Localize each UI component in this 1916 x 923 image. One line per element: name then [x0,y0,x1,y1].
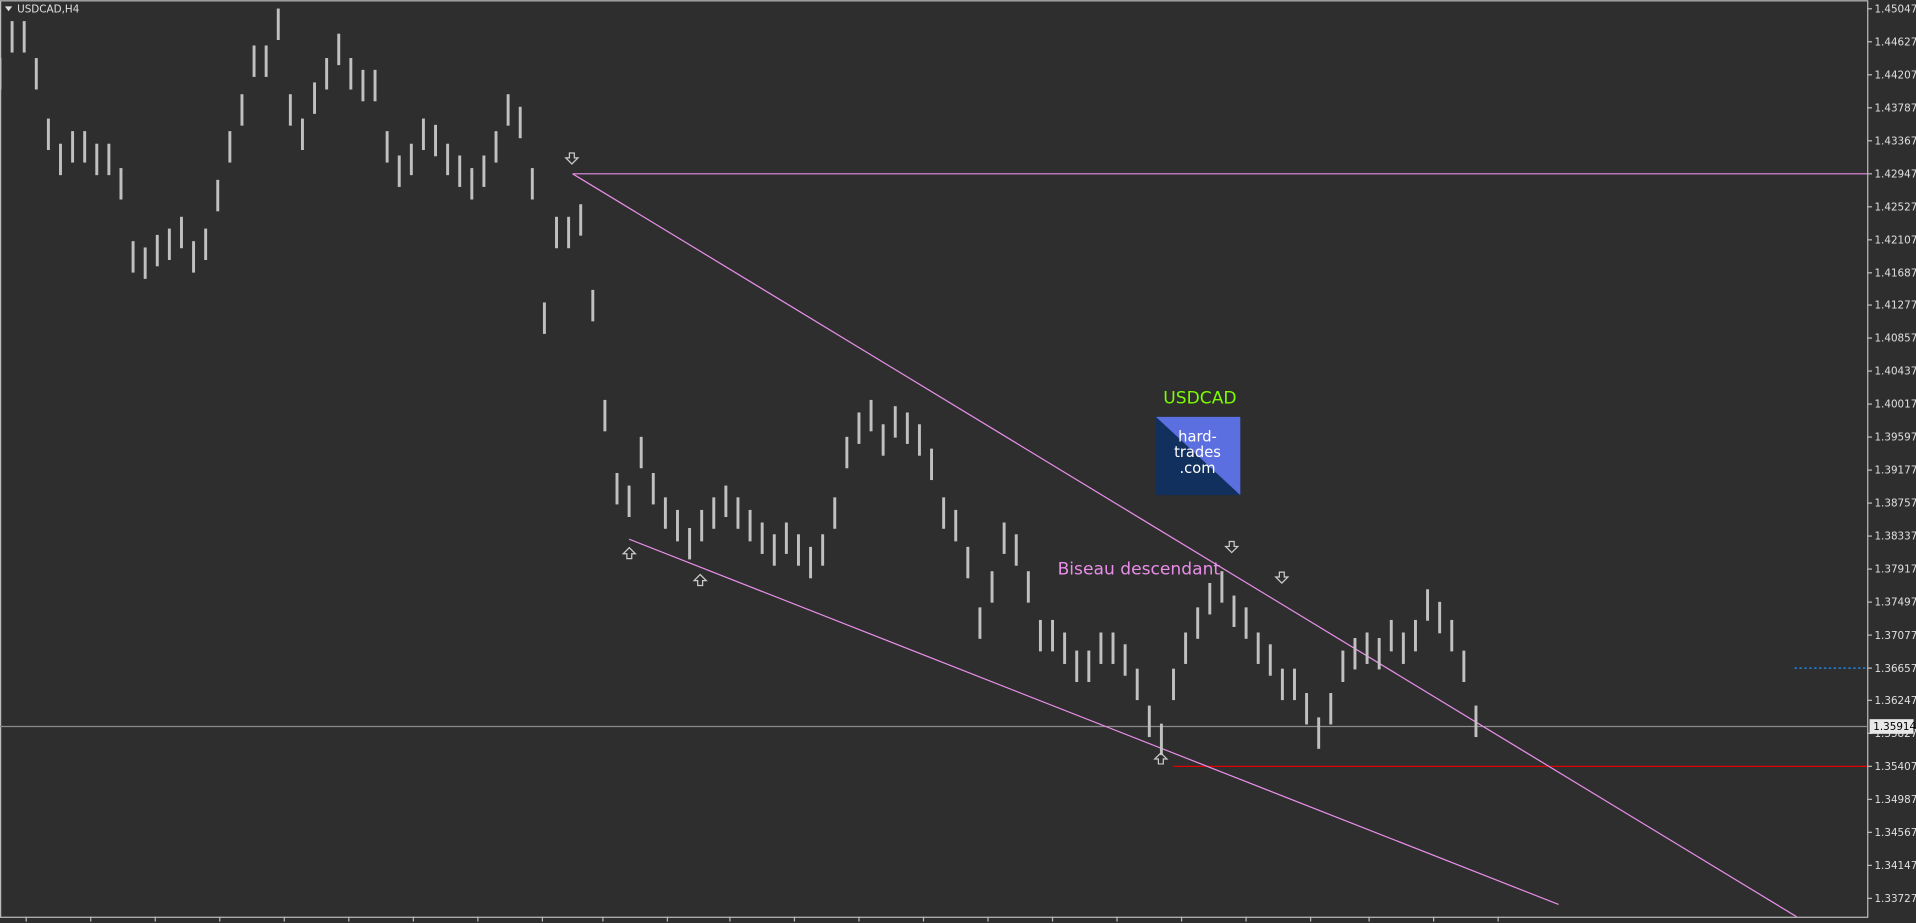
y-tick-label: 1.39177 [1874,465,1916,477]
y-tick-label: 1.41277 [1874,300,1916,312]
up-arrow [621,546,637,560]
up-arrow [1153,752,1169,765]
trend-line [628,538,1559,906]
y-tick-label: 1.34987 [1874,794,1916,806]
y-tick-label: 1.34147 [1874,860,1916,872]
arrows [564,152,1290,765]
y-tick-label: 1.34567 [1874,827,1916,839]
y-tick-label: 1.37077 [1874,630,1916,642]
y-tick-label: 1.37497 [1874,597,1916,609]
y-tick-label: 1.40857 [1874,333,1916,345]
symbol-title: USDCAD,H4 [17,3,80,15]
y-tick-label: 1.38337 [1874,531,1916,543]
y-tick-label: 1.45047 [1874,3,1916,15]
y-tick-label: 1.39597 [1874,432,1916,444]
y-tick-label: 1.33727 [1874,893,1916,905]
y-tick-label: 1.41687 [1874,267,1916,279]
y-tick-label: 1.43787 [1874,102,1916,114]
y-tick-label: 1.42527 [1874,201,1916,213]
logo-text: trades [1174,444,1221,461]
last-price-box [1869,719,1914,734]
symbol-label: USDCAD [1163,388,1236,408]
logo-text: .com [1180,460,1216,477]
y-tick-label: 1.37917 [1874,564,1916,576]
y-tick-label: 1.35827 [1874,728,1916,740]
y-tick-label: 1.42947 [1874,168,1916,180]
y-tick-label: 1.42107 [1874,234,1916,246]
y-tick-label: 1.44207 [1874,69,1916,81]
y-tick-label: 1.38757 [1874,498,1916,510]
y-tick-label: 1.44627 [1874,36,1916,48]
y-tick-label: 1.35407 [1874,761,1916,773]
down-arrow [1274,571,1290,584]
down-arrow [1224,540,1240,554]
last-price-label: 1.35914 [1873,721,1916,733]
y-tick-label: 1.36657 [1874,663,1916,675]
y-tick-label: 1.43367 [1874,135,1916,147]
plot-frame [0,0,1869,918]
logo: hard- trades .com [1155,416,1241,496]
y-tick-label: 1.36247 [1874,695,1916,707]
y-tick-label: 1.40017 [1874,399,1916,411]
pattern-label: Biseau descendant [1058,560,1221,580]
y-tick-label: 1.40437 [1874,366,1916,378]
down-arrow [564,152,580,165]
menu-icon[interactable] [4,6,13,12]
logo-text: hard- [1178,428,1217,445]
up-arrow [692,573,708,587]
plot-layer [0,8,1868,918]
trend-line [572,173,1797,918]
